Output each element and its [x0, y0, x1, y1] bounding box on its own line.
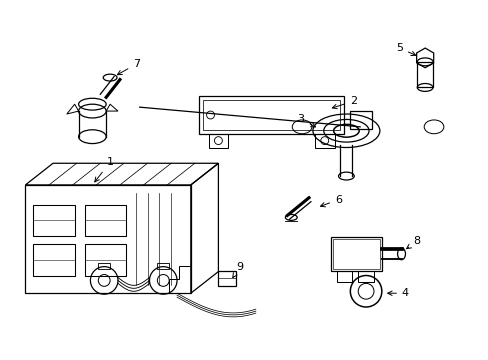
Bar — [358, 271, 373, 282]
Bar — [416, 62, 432, 87]
Text: 1: 1 — [95, 157, 113, 182]
Bar — [208, 134, 228, 148]
Text: 2: 2 — [332, 96, 356, 109]
Text: 6: 6 — [320, 195, 341, 207]
Bar — [314, 134, 334, 148]
Text: 9: 9 — [232, 262, 243, 278]
Bar — [202, 100, 340, 130]
Text: 3: 3 — [297, 114, 315, 127]
Bar — [218, 271, 236, 286]
Bar — [332, 239, 379, 269]
Bar — [330, 237, 381, 271]
Bar — [98, 263, 110, 269]
Text: 4: 4 — [387, 288, 408, 298]
Bar — [336, 271, 351, 282]
Text: 7: 7 — [117, 59, 140, 75]
Text: 5: 5 — [395, 43, 415, 55]
Bar — [349, 111, 371, 129]
Text: 8: 8 — [406, 236, 420, 249]
Bar — [157, 263, 169, 269]
Bar — [198, 96, 344, 134]
